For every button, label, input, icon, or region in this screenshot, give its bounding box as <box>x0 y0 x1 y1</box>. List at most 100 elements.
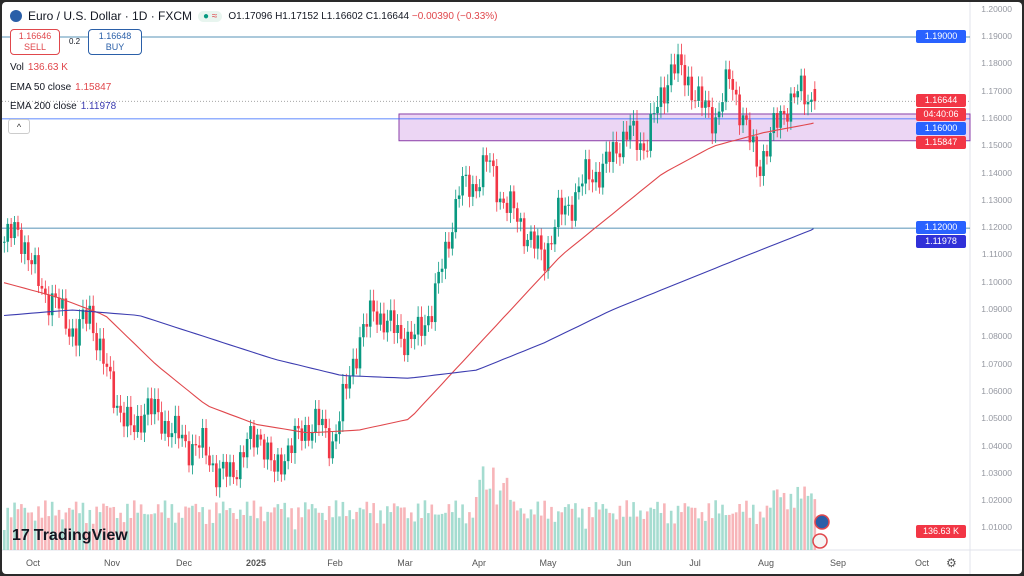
candle-body <box>167 421 170 438</box>
candle-body <box>23 242 27 254</box>
candle-body <box>136 415 139 433</box>
price-tag: 1.19000 <box>916 30 966 43</box>
candle-body <box>728 69 731 80</box>
tradingview-logo[interactable]: 17 TradingView <box>12 527 128 545</box>
volume-bar <box>368 513 372 550</box>
candle-body <box>324 418 328 429</box>
volume-bar <box>492 467 495 550</box>
volume-bar <box>433 514 437 550</box>
candle-body <box>765 151 769 157</box>
candle-body <box>379 313 382 325</box>
x-tick-label: Jun <box>616 558 632 568</box>
candle-body <box>632 120 635 126</box>
volume-bar <box>806 495 810 550</box>
open-value: O1.17096 <box>228 10 273 22</box>
candle-body <box>611 142 615 162</box>
volume-bar <box>539 515 543 550</box>
volume-bar <box>67 507 71 550</box>
candle-body <box>406 331 410 356</box>
ema200-value: 1.11978 <box>80 101 117 112</box>
candle-body <box>772 113 776 134</box>
tv-logo-icon: 17 <box>12 527 30 544</box>
candle-body <box>345 383 348 389</box>
volume-bar <box>375 523 379 550</box>
volume-bar <box>563 507 567 550</box>
legend-volume[interactable]: Vol 136.63 K <box>10 62 68 73</box>
y-tick-label: 1.20000 <box>981 3 1012 14</box>
volume-bar <box>498 490 502 550</box>
volume-bar <box>639 510 642 550</box>
y-tick-label: 1.02000 <box>981 495 1012 506</box>
volume-bar <box>454 500 458 550</box>
buy-button[interactable]: 1.16648 BUY <box>88 29 142 55</box>
candle-body <box>813 88 817 102</box>
candle-body <box>625 131 629 140</box>
candle-body <box>235 477 239 480</box>
volume-bar <box>191 505 194 550</box>
volume-bar <box>649 507 652 550</box>
candle-body <box>420 316 423 336</box>
candle-body <box>351 358 355 377</box>
volume-bar <box>427 513 430 550</box>
volume-bar <box>187 507 191 550</box>
volume-bar <box>495 504 499 550</box>
candle-body <box>102 338 105 364</box>
candle-body <box>519 218 523 222</box>
volume-bar <box>789 493 793 550</box>
y-tick-label: 1.10000 <box>981 276 1012 287</box>
spread-value: 0.2 <box>69 37 81 46</box>
volume-bar <box>177 512 181 550</box>
volume-bar <box>522 513 526 550</box>
x-tick-label: 2025 <box>245 558 267 568</box>
legend-ema50[interactable]: EMA 50 close 1.15847 <box>10 82 111 93</box>
candle-body <box>645 150 649 152</box>
volume-bar <box>297 507 300 550</box>
volume-bar <box>225 510 228 550</box>
candle-body <box>187 441 191 466</box>
symbol-title[interactable]: Euro / U.S. Dollar · 1D · FXCM <box>28 9 193 23</box>
volume-bar <box>20 504 23 550</box>
volume-bar <box>683 503 687 550</box>
volume-bar <box>33 520 37 550</box>
candle-body <box>13 222 16 239</box>
candle-body <box>550 243 553 245</box>
volume-bar <box>88 509 92 550</box>
volume-bar <box>796 486 800 550</box>
candle-body <box>78 319 81 346</box>
collapse-legend-button[interactable]: ^ <box>8 119 30 134</box>
market-status-badge[interactable]: ● ≈ <box>198 10 223 22</box>
legend-ema200[interactable]: EMA 200 close 1.11978 <box>10 101 116 112</box>
candle-body <box>601 163 605 188</box>
candle-body <box>67 328 71 337</box>
volume-bar <box>362 509 365 550</box>
ohlc-readout: O1.17096 H1.17152 L1.16602 C1.16644 −0.0… <box>228 11 497 22</box>
x-tick-label: May <box>539 558 557 568</box>
volume-bar <box>252 500 256 550</box>
candle-body <box>139 415 143 433</box>
price-tag: 1.15847 <box>916 136 966 149</box>
settings-gear-icon[interactable]: ⚙ <box>946 556 957 570</box>
candle-body <box>810 99 813 103</box>
candle-body <box>779 110 782 128</box>
volume-bar <box>553 521 557 550</box>
volume-bar <box>666 523 670 550</box>
candle-body <box>396 325 399 333</box>
volume-bar <box>379 510 382 550</box>
candle-body <box>717 111 721 118</box>
candle-body <box>122 412 126 427</box>
volume-bar <box>399 507 403 550</box>
candle-body <box>225 461 228 477</box>
candle-body <box>218 468 222 488</box>
sell-button[interactable]: 1.16646 SELL <box>10 29 60 55</box>
volume-bar <box>245 501 249 550</box>
volume-bar <box>721 504 724 550</box>
volume-bar <box>238 509 242 550</box>
ema200-label: EMA 200 close <box>10 101 77 112</box>
x-tick-label: Jul <box>689 558 701 568</box>
volume-bar <box>560 512 564 550</box>
candle-body <box>61 298 64 309</box>
volume-bar <box>591 517 594 550</box>
candle-body <box>683 65 687 86</box>
candle-body <box>150 398 153 415</box>
